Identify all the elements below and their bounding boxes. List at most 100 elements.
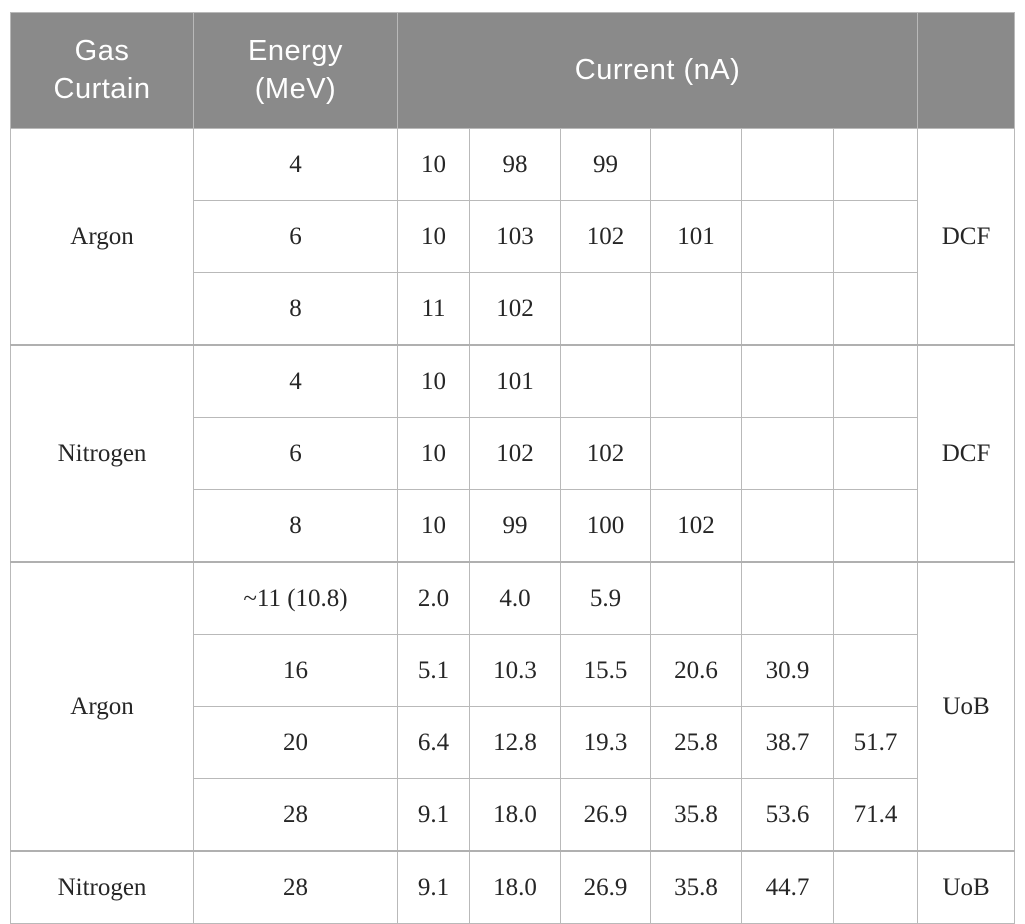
current-cell xyxy=(832,272,919,346)
energy-cell: ~11 (10.8) xyxy=(193,561,398,635)
current-cell: 99 xyxy=(469,489,561,563)
current-cell: 102 xyxy=(650,489,742,563)
gas-cell: Argon xyxy=(10,128,194,346)
current-cell: 9.1 xyxy=(397,778,470,852)
facility-cell: DCF xyxy=(917,344,1016,563)
current-cell: 102 xyxy=(560,417,651,490)
current-cell xyxy=(741,489,834,563)
energy-cell: 4 xyxy=(193,128,398,201)
current-cell: 101 xyxy=(650,200,742,273)
current-cell: 100 xyxy=(560,489,651,563)
current-cell: 9.1 xyxy=(397,850,470,924)
current-cell: 10.3 xyxy=(469,634,561,707)
header-row: Gas Curtain Energy (MeV) Current (nA) xyxy=(10,12,1016,129)
table-row: Argon ~11 (10.8) 2.0 4.0 5.9 UoB xyxy=(10,561,1016,852)
table-row: 16 5.1 10.3 15.5 20.6 30.9 xyxy=(11,634,1015,707)
current-cell: 38.7 xyxy=(741,706,834,779)
table-row: 8 11 102 xyxy=(11,272,1015,346)
current-cell xyxy=(832,200,919,273)
current-cell: 53.6 xyxy=(741,778,834,852)
current-cell xyxy=(650,561,742,635)
current-cell xyxy=(560,272,651,346)
table-header: Gas Curtain Energy (MeV) Current (nA) xyxy=(10,12,1016,129)
table-row: 28 9.1 18.0 26.9 35.8 53.6 71.4 xyxy=(11,778,1015,852)
energy-cell: 20 xyxy=(193,706,398,779)
current-cell: 15.5 xyxy=(560,634,651,707)
current-cell xyxy=(650,344,742,418)
current-cell: 102 xyxy=(560,200,651,273)
current-cell: 12.8 xyxy=(469,706,561,779)
current-cell: 99 xyxy=(560,128,651,201)
current-cell: 101 xyxy=(469,344,561,418)
header-cell-facility xyxy=(917,12,1016,129)
current-cell: 10 xyxy=(397,344,470,418)
table-row: Nitrogen 28 9.1 18.0 26.9 35.8 44.7 UoB xyxy=(10,850,1016,924)
gas-cell: Argon xyxy=(10,561,194,852)
current-cell: 6.4 xyxy=(397,706,470,779)
current-cell xyxy=(560,344,651,418)
gas-curtain-current-table: Gas Curtain Energy (MeV) Current (nA) Ar… xyxy=(10,12,1016,924)
energy-cell: 28 xyxy=(193,850,398,924)
current-cell xyxy=(650,272,742,346)
current-cell xyxy=(832,128,919,201)
gas-cell: Nitrogen xyxy=(10,850,194,924)
current-cell: 10 xyxy=(397,489,470,563)
energy-cell: 8 xyxy=(193,272,398,346)
current-cell: 19.3 xyxy=(560,706,651,779)
facility-cell: UoB xyxy=(917,561,1016,852)
current-cell: 20.6 xyxy=(650,634,742,707)
table-row: 6 10 102 102 xyxy=(11,417,1015,490)
header-cell-current: Current (nA) xyxy=(396,12,919,129)
current-cell: 5.1 xyxy=(397,634,470,707)
current-cell xyxy=(741,272,834,346)
current-cell xyxy=(832,344,919,418)
current-cell xyxy=(741,417,834,490)
current-cell: 10 xyxy=(397,128,470,201)
current-cell: 103 xyxy=(469,200,561,273)
current-cell: 44.7 xyxy=(741,850,834,924)
current-cell: 35.8 xyxy=(650,850,742,924)
current-cell: 18.0 xyxy=(469,850,561,924)
current-cell: 102 xyxy=(469,272,561,346)
gas-cell: Nitrogen xyxy=(10,344,194,563)
current-cell: 51.7 xyxy=(832,706,919,779)
current-cell xyxy=(832,489,919,563)
current-cell: 26.9 xyxy=(560,778,651,852)
facility-cell: UoB xyxy=(917,850,1016,924)
current-cell: 18.0 xyxy=(469,778,561,852)
energy-cell: 6 xyxy=(193,200,398,273)
header-cell-energy: Energy (MeV) xyxy=(193,12,398,129)
table-row: 6 10 103 102 101 xyxy=(11,200,1015,273)
current-cell: 11 xyxy=(397,272,470,346)
current-cell xyxy=(741,200,834,273)
current-cell: 2.0 xyxy=(397,561,470,635)
energy-cell: 6 xyxy=(193,417,398,490)
table-row: Argon 4 10 98 99 DCF xyxy=(10,128,1016,346)
current-cell: 71.4 xyxy=(832,778,919,852)
current-cell xyxy=(741,344,834,418)
current-cell: 5.9 xyxy=(560,561,651,635)
current-cell: 35.8 xyxy=(650,778,742,852)
current-cell: 98 xyxy=(469,128,561,201)
table-row: 8 10 99 100 102 xyxy=(11,489,1015,563)
current-cell xyxy=(832,417,919,490)
current-cell: 25.8 xyxy=(650,706,742,779)
current-cell xyxy=(650,417,742,490)
energy-cell: 8 xyxy=(193,489,398,563)
current-cell: 10 xyxy=(397,417,470,490)
current-cell xyxy=(650,128,742,201)
table-row: 20 6.4 12.8 19.3 25.8 38.7 51.7 xyxy=(11,706,1015,779)
table-body: Argon 4 10 98 99 DCF 6 10 103 102 101 8 xyxy=(10,128,1016,924)
current-cell xyxy=(832,850,919,924)
current-cell xyxy=(741,128,834,201)
current-cell xyxy=(832,561,919,635)
page: Gas Curtain Energy (MeV) Current (nA) Ar… xyxy=(10,12,1016,924)
energy-cell: 16 xyxy=(193,634,398,707)
current-cell: 4.0 xyxy=(469,561,561,635)
energy-cell: 4 xyxy=(193,344,398,418)
current-cell xyxy=(741,561,834,635)
current-cell: 102 xyxy=(469,417,561,490)
energy-cell: 28 xyxy=(193,778,398,852)
table-row: Nitrogen 4 10 101 DCF xyxy=(10,344,1016,563)
header-cell-gas-curtain: Gas Curtain xyxy=(10,12,194,129)
